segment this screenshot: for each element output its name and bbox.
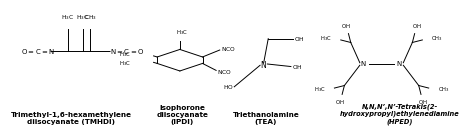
Text: $\mathsf{OH}$: $\mathsf{OH}$ <box>412 22 422 30</box>
Text: $\mathsf{OH}$: $\mathsf{OH}$ <box>294 35 305 43</box>
Text: $\mathsf{H_3C}$: $\mathsf{H_3C}$ <box>61 13 74 22</box>
Text: $\mathsf{H_3C}$: $\mathsf{H_3C}$ <box>119 59 131 68</box>
Text: $\mathsf{H_3C}$: $\mathsf{H_3C}$ <box>119 50 131 59</box>
Text: $\mathsf{H_3C}$: $\mathsf{H_3C}$ <box>176 28 188 37</box>
Text: $\mathsf{H_3C}$: $\mathsf{H_3C}$ <box>314 85 325 94</box>
Text: Triethanolamine
(TEA): Triethanolamine (TEA) <box>233 112 300 125</box>
Text: $\mathsf{N}$: $\mathsf{N}$ <box>260 58 267 70</box>
Text: $\mathsf{O{=}C{=}N}$: $\mathsf{O{=}C{=}N}$ <box>21 47 55 56</box>
Text: $\mathsf{CH_3}$: $\mathsf{CH_3}$ <box>438 85 449 94</box>
Text: $\mathsf{N}$: $\mathsf{N}$ <box>360 60 367 68</box>
Text: $\mathsf{NCO}$: $\mathsf{NCO}$ <box>217 68 232 76</box>
Text: $\mathsf{H_3C}$: $\mathsf{H_3C}$ <box>320 34 332 43</box>
Text: Trimethyl-1,6-hexamethylene
diisocyanate (TMHDI): Trimethyl-1,6-hexamethylene diisocyanate… <box>10 112 132 125</box>
Text: $\mathsf{OH}$: $\mathsf{OH}$ <box>335 98 345 106</box>
Text: Isophorone
diisocyanate
(IPDI): Isophorone diisocyanate (IPDI) <box>156 105 208 125</box>
Text: $\mathsf{OH}$: $\mathsf{OH}$ <box>341 22 351 30</box>
Text: $\mathsf{N}$: $\mathsf{N}$ <box>396 60 403 68</box>
Text: $\mathsf{OH}$: $\mathsf{OH}$ <box>419 98 428 106</box>
Text: $\mathsf{OH}$: $\mathsf{OH}$ <box>292 63 302 71</box>
Text: $\mathsf{H_3C}$: $\mathsf{H_3C}$ <box>76 13 89 22</box>
Text: $\mathsf{CH_3}$: $\mathsf{CH_3}$ <box>431 34 443 43</box>
Text: $\mathsf{HO}$: $\mathsf{HO}$ <box>223 83 233 91</box>
Text: $\mathsf{N{=}C{=}O}$: $\mathsf{N{=}C{=}O}$ <box>109 47 144 56</box>
Text: N,N,N’,N’-Tetrakis(2-
hydroxypropyl)ethylenediamine
(HPED): N,N,N’,N’-Tetrakis(2- hydroxypropyl)ethy… <box>340 103 460 125</box>
Text: $\mathsf{NCO}$: $\mathsf{NCO}$ <box>221 45 236 53</box>
Text: $\mathsf{CH_3}$: $\mathsf{CH_3}$ <box>84 13 97 22</box>
